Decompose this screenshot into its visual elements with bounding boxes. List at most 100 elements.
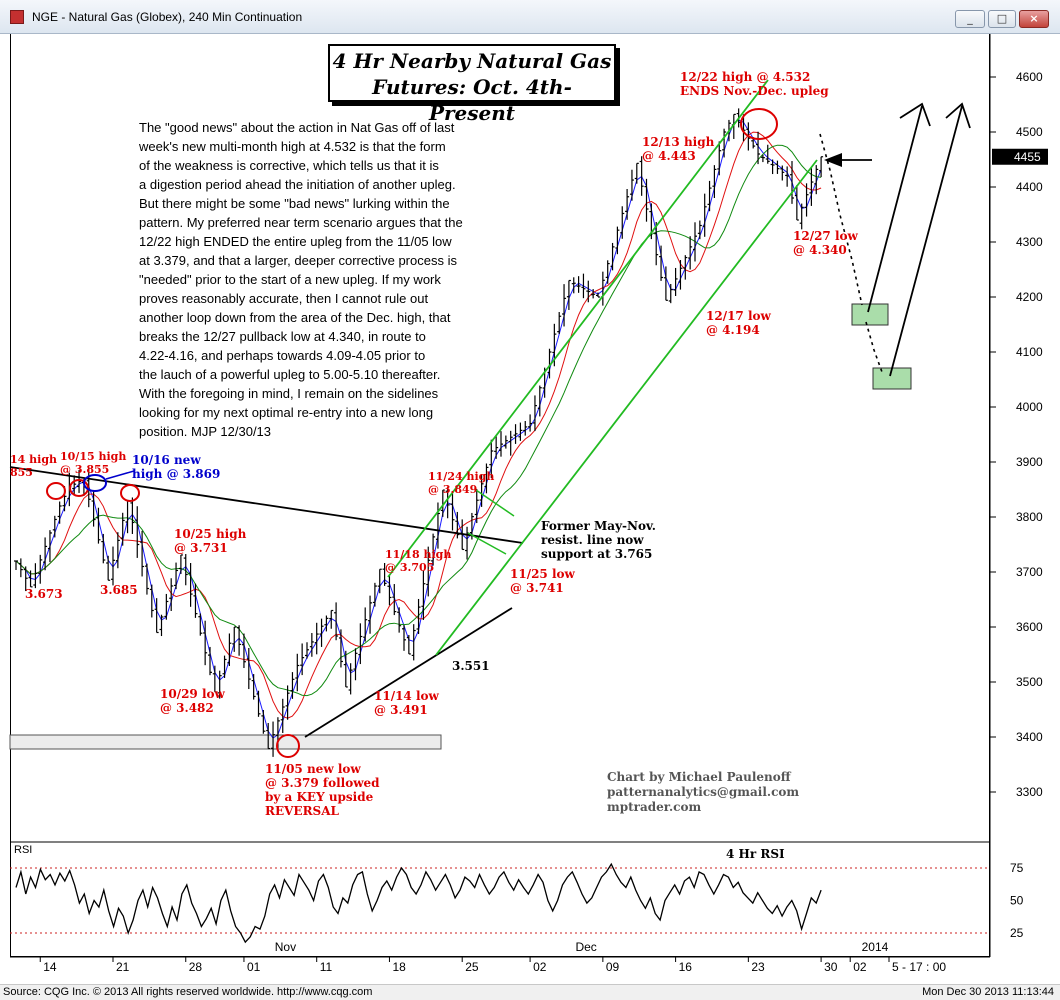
commentary-line: week's new multi-month high at 4.532 is …: [139, 139, 446, 154]
x-tick-label: 02: [853, 960, 867, 974]
minimize-icon: _: [967, 12, 973, 25]
rsi-title: 4 Hr RSI: [726, 847, 785, 861]
y-tick-label: 4600: [1016, 70, 1043, 84]
channel-upper-line: [387, 79, 769, 578]
annotation-label: 3.551: [452, 659, 490, 673]
annotation-label: @ 3.491: [374, 703, 428, 717]
annotation-label: 12/22 high @ 4.532: [680, 70, 810, 84]
chart-credit: Chart by Michael Paulenoff patternanalyt…: [607, 770, 799, 815]
y-tick-label: 3400: [1016, 730, 1043, 744]
window-titlebar: NGE - Natural Gas (Globex), 240 Min Cont…: [0, 0, 1060, 34]
annotation-label: ENDS Nov.-Dec. upleg: [680, 84, 829, 98]
period-label: Dec: [575, 940, 596, 954]
chart-title-box: 4 Hr Nearby Natural Gas Futures: Oct. 4t…: [328, 44, 616, 125]
app-icon: [10, 10, 24, 24]
annotation-label: resist. line now: [541, 533, 644, 547]
commentary-line: 4.22-4.16, and perhaps towards 4.09-4.05…: [139, 348, 426, 363]
projected-rally-arrow-2: [889, 105, 963, 377]
annotation-label: 11/05 new low: [265, 762, 361, 776]
commentary-line: proves reasonably accurate, then I canno…: [139, 291, 429, 306]
channel-lower-line: [435, 159, 818, 656]
current-price-box: [992, 148, 1048, 165]
annotation-label: @ 3.849: [428, 483, 477, 496]
x-tick-label: 14: [43, 960, 57, 974]
annotation-label: 12/27 low: [793, 229, 859, 243]
annotation-label: 11/24 high: [428, 470, 494, 483]
copyright-text: Source: CQG Inc. © 2013 All rights reser…: [3, 986, 373, 998]
annotation-label: @ 3.379 followed: [265, 776, 380, 790]
commentary-line: of the weakness is corrective, which tel…: [139, 158, 439, 173]
annotation-label: 10/15 high: [60, 450, 126, 463]
annotation-label: 3.673: [25, 587, 63, 601]
annotation-label: @ 3.731: [174, 541, 228, 555]
close-button[interactable]: ×: [1019, 10, 1049, 28]
annotation-label: 10/16 new: [132, 453, 201, 467]
flag-mark-1: [475, 489, 515, 517]
y-tick-label: 4000: [1016, 400, 1043, 414]
pointer-arrow-icon: [824, 153, 842, 167]
annotation-label: @ 4.194: [706, 323, 760, 337]
rsi-tick-label: 25: [1010, 926, 1024, 940]
commentary-line: position. MJP 12/30/13: [139, 424, 272, 439]
y-tick-label: 3500: [1016, 675, 1043, 689]
y-tick-label: 4300: [1016, 235, 1043, 249]
annotation-label: @ 4.443: [642, 149, 696, 163]
status-timestamp: Mon Dec 30 2013 11:13:44: [922, 986, 1054, 998]
x-tick-label: 11: [320, 960, 333, 974]
arrowhead-icon: [945, 102, 971, 129]
annotation-label: 14 high: [10, 453, 57, 466]
resistance-line: [9, 466, 524, 544]
annotation-label: 11/14 low: [374, 689, 440, 703]
support-zone: [9, 734, 442, 750]
arrowhead-icon: [899, 102, 931, 127]
x-tick-label: 09: [606, 960, 620, 974]
highlight-circle-11-05: [276, 734, 300, 758]
annotation-label: @ 4.340: [793, 243, 847, 257]
status-bar: Source: CQG Inc. © 2013 All rights reser…: [0, 984, 1060, 1000]
x-tick-label: 21: [116, 960, 130, 974]
y-tick-label: 4400: [1016, 180, 1043, 194]
commentary-line: 12/22 high ENDED the entire upleg from t…: [139, 234, 452, 249]
x-tick-label: 25: [465, 960, 479, 974]
commentary-line: the lauch of a powerful upleg to 5.00-5.…: [139, 367, 441, 382]
annotation-label: Former May-Nov.: [541, 519, 656, 533]
window-title: NGE - Natural Gas (Globex), 240 Min Cont…: [32, 10, 303, 24]
projected-rally-arrow-1: [867, 105, 923, 313]
commentary-line: at 3.379, and that a larger, deeper corr…: [139, 253, 457, 268]
annotation-label: 12/13 high: [642, 135, 715, 149]
annotation-label: 10/29 low: [160, 687, 226, 701]
maximize-button[interactable]: □: [988, 10, 1016, 28]
credit-author: Chart by Michael Paulenoff: [607, 770, 791, 784]
rsi-tick-label: 75: [1010, 861, 1024, 875]
rsi-label: RSI: [14, 844, 32, 856]
chart-title-line2: Futures: Oct. 4th-Present: [372, 75, 572, 125]
flag-mark-2: [467, 532, 507, 555]
y-tick-label: 3600: [1016, 620, 1043, 634]
x-tick-label: 28: [189, 960, 203, 974]
x-tick-label: 18: [392, 960, 406, 974]
highlight-circle-12-22: [740, 108, 778, 140]
credit-email: patternanalytics@gmail.com: [607, 785, 800, 799]
annotation-label: REVERSAL: [265, 804, 340, 818]
commentary-line: But there might be some "bad news" lurki…: [139, 196, 450, 211]
close-icon: ×: [1029, 12, 1039, 25]
x-tick-label: 01: [247, 960, 261, 974]
x-tick-label: 16: [679, 960, 693, 974]
analyst-commentary: The "good news" about the action in Nat …: [139, 118, 539, 441]
annotation-label: @ 3.705: [385, 561, 434, 574]
minimize-button[interactable]: _: [955, 10, 985, 28]
y-tick-label: 4500: [1016, 125, 1043, 139]
commentary-line: With the foregoing in mind, I remain on …: [139, 386, 439, 401]
annotation-label: 3.685: [100, 583, 138, 597]
commentary-line: breaks the 12/27 pullback low at 4.340, …: [139, 329, 426, 344]
annotation-label: support at 3.765: [541, 547, 652, 561]
x-tick-label: 30: [824, 960, 838, 974]
y-tick-label: 4200: [1016, 290, 1043, 304]
period-label: Nov: [275, 940, 296, 954]
y-tick-label: 3900: [1016, 455, 1043, 469]
credit-website: mptrader.com: [607, 800, 702, 814]
highlight-circle-10-16: [83, 474, 107, 492]
y-tick-label: 4100: [1016, 345, 1043, 359]
x-tick-label: 02: [533, 960, 547, 974]
